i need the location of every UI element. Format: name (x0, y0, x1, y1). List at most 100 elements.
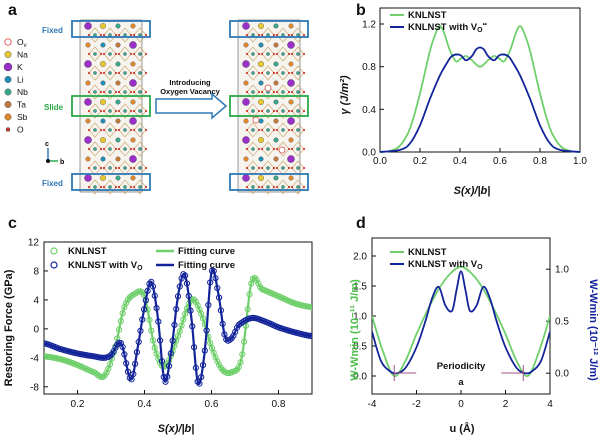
slide-frame-right (229, 95, 309, 117)
atom-nb (296, 52, 300, 56)
data-point (178, 322, 185, 329)
oxygen-vacancy (278, 146, 286, 154)
atom-nb (251, 71, 255, 75)
atom-nb (296, 71, 300, 75)
data-point (176, 283, 183, 290)
atom-o (245, 166, 249, 170)
atom-o (129, 147, 133, 151)
atom-nb (123, 185, 127, 189)
data-point (153, 350, 160, 357)
atom-sb (288, 61, 294, 67)
atom-nb (281, 128, 285, 132)
chart-b-xlabel: S(x)/|b| (454, 185, 491, 197)
data-point (214, 358, 221, 365)
y-tick-label: 0.4 (362, 105, 376, 116)
x-tick-label: 0.6 (205, 399, 219, 410)
atom-o (302, 166, 306, 170)
lattice-octahedron (133, 122, 147, 138)
lattice-octahedron (276, 179, 290, 195)
atom-sb (288, 175, 294, 181)
lattice-octahedron (276, 84, 290, 100)
atom-o (99, 185, 103, 189)
atom-li (100, 80, 106, 86)
atom-nb (115, 175, 121, 181)
lattice-octahedron (133, 84, 147, 100)
chart-d-ylabel-right: W-Wmin (10⁻¹² J/m) (587, 279, 599, 381)
atom-o (290, 128, 294, 132)
axis-b-label: b (60, 159, 64, 166)
data-point (198, 373, 205, 381)
atom-o (102, 147, 106, 151)
atom-o (245, 128, 249, 132)
atom-nb (251, 166, 255, 170)
atom-o (290, 71, 294, 75)
lattice-octahedron (276, 46, 290, 62)
data-point (185, 292, 192, 300)
atom-o (272, 185, 276, 189)
atom-o (245, 33, 249, 37)
atom-nb (123, 52, 127, 56)
atom-o (129, 166, 133, 170)
data-point (167, 350, 174, 357)
atom-o (114, 90, 118, 94)
atom-nb (296, 147, 300, 151)
chart-c: 0.2 0.4 0.6 0.8 -8 -4 0 4 8 12 KNLNST Fitting curve… (28, 238, 313, 410)
atom-o (132, 109, 136, 113)
atom-o (290, 147, 294, 151)
atom-o (129, 71, 133, 75)
atom-o (114, 71, 118, 75)
legend-label: Fitting curve (178, 260, 235, 271)
series-line-knlnst-vo (379, 46, 581, 153)
x-tick-label: 0.8 (533, 156, 547, 167)
atom-k (287, 41, 295, 49)
atom-nb (138, 71, 142, 75)
data-point (144, 287, 151, 294)
lattice-octahedron (261, 65, 275, 81)
atom-nb (123, 128, 127, 132)
atom-k (84, 136, 92, 144)
atom-o (129, 90, 133, 94)
atom-o (272, 147, 276, 151)
series-line-knlnst (379, 25, 581, 153)
data-point (103, 369, 110, 376)
x-tick-label: 0.0 (373, 156, 387, 167)
chart-d-ylabel-left: W-Wmin (10⁻¹¹ J/m) (349, 279, 361, 381)
y-tick-label: 0.0 (362, 148, 376, 159)
lattice-octahedron (88, 103, 102, 119)
data-point (190, 344, 198, 351)
atom-o (272, 33, 276, 37)
atom-o (260, 128, 264, 132)
data-point (114, 341, 121, 348)
data-point (140, 306, 148, 313)
data-point (151, 292, 158, 299)
atom-o (287, 128, 291, 132)
lattice-octahedron (291, 179, 305, 195)
y-right-tick-label: 0.0 (555, 369, 569, 380)
atom-nb (115, 99, 121, 105)
y-left-tick-label: 1.5 (353, 282, 367, 293)
lattice-octahedron (276, 103, 290, 119)
y-tick-label: 0.8 (362, 62, 376, 73)
atom-o (257, 71, 261, 75)
lattice-octahedron (261, 160, 275, 176)
y-tick-label: 8 (33, 266, 39, 277)
data-point (169, 337, 176, 344)
atom-o (287, 33, 291, 37)
atom-o (275, 166, 279, 170)
atom-nb (251, 52, 255, 56)
lattice-octahedron (261, 103, 275, 119)
lattice-octahedron (133, 179, 147, 195)
atom-nb (281, 185, 285, 189)
atom-o (99, 90, 103, 94)
chart-d: -4 -2 0 2 4 0.0 0.5 1.0 1.5 2.0 0.0 0.5 1.0 KNLNSTKNL… (353, 237, 569, 410)
atom-o (245, 147, 249, 151)
chart-c-ylabel: Restoring Force (GPa) (3, 269, 15, 386)
atom-o (117, 166, 121, 170)
legend-marker-ta (4, 101, 12, 108)
atom-nb (296, 109, 300, 113)
atom-nb (138, 52, 142, 56)
atom-nb (266, 166, 270, 170)
lattice-octahedron (88, 141, 102, 157)
atom-o (114, 147, 118, 151)
data-point (135, 338, 142, 345)
